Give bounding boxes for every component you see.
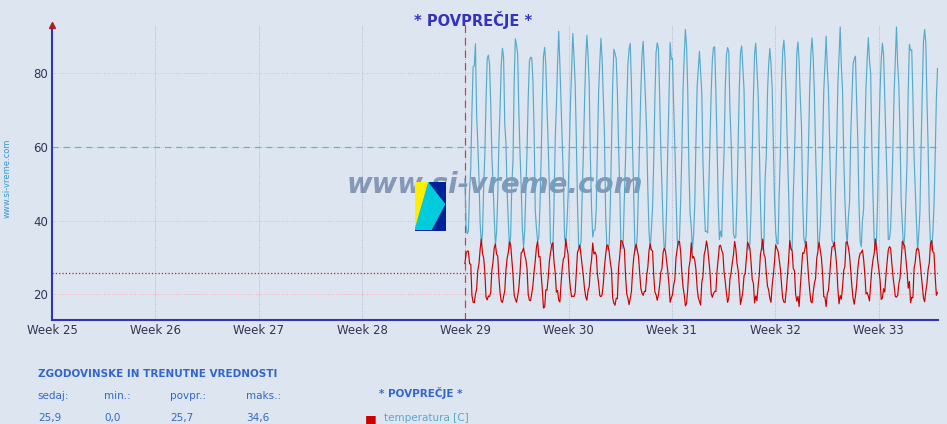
Polygon shape [415,204,446,231]
Text: www.si-vreme.com: www.si-vreme.com [3,138,12,218]
Text: maks.:: maks.: [246,391,281,401]
Text: www.si-vreme.com: www.si-vreme.com [347,170,643,198]
Polygon shape [415,182,446,231]
Text: * POVPREČJE *: * POVPREČJE * [379,387,462,399]
Text: 34,6: 34,6 [246,413,270,423]
Text: 25,7: 25,7 [170,413,194,423]
Text: ZGODOVINSKE IN TRENUTNE VREDNOSTI: ZGODOVINSKE IN TRENUTNE VREDNOSTI [38,369,277,379]
Polygon shape [415,182,446,231]
Text: povpr.:: povpr.: [170,391,206,401]
Text: 0,0: 0,0 [104,413,120,423]
Polygon shape [429,182,446,204]
Text: * POVPREČJE *: * POVPREČJE * [415,11,532,28]
Text: temperatura [C]: temperatura [C] [384,413,468,423]
Text: 25,9: 25,9 [38,413,62,423]
Text: min.:: min.: [104,391,131,401]
Text: ■: ■ [365,413,376,424]
Text: sedaj:: sedaj: [38,391,69,401]
